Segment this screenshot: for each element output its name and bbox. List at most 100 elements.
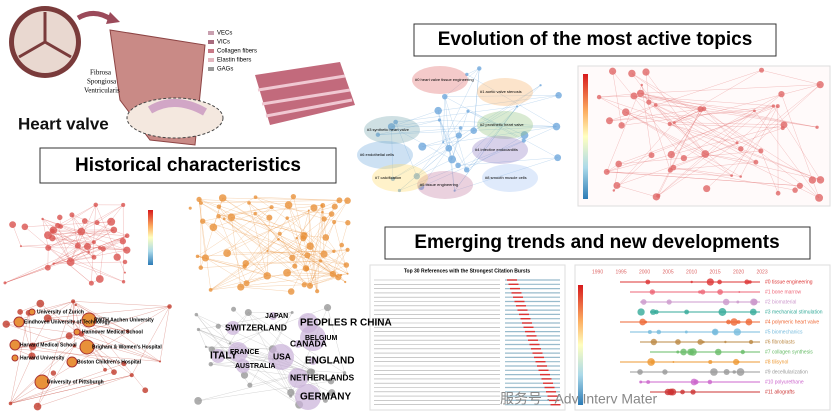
timeline-node: [723, 368, 730, 376]
network-node: [285, 216, 289, 220]
timeline-node: [650, 338, 657, 346]
burst-title: Top 30 References with the Strongest Cit…: [404, 268, 531, 274]
network-link: [72, 301, 75, 346]
timeline-node: [733, 328, 741, 336]
network-node: [771, 104, 776, 108]
network-node: [195, 254, 200, 259]
network-node: [242, 264, 247, 269]
network-link: [320, 260, 348, 274]
network-node: [287, 388, 295, 397]
cluster-label: #8 smooth muscle cells: [485, 175, 527, 180]
network-node: [758, 148, 764, 154]
cluster-blob: [472, 136, 528, 164]
network-node: [66, 258, 75, 266]
network-link: [28, 301, 74, 314]
network-node: [322, 397, 328, 403]
network-link: [20, 245, 49, 249]
network-link: [47, 306, 170, 319]
network-link: [444, 68, 480, 97]
timeline-node: [750, 298, 758, 306]
year-label: 1995: [616, 269, 627, 275]
country-node: [269, 312, 277, 320]
timeline-node: [738, 290, 741, 294]
network-node: [455, 132, 462, 139]
network-node: [775, 104, 780, 109]
network-node: [342, 371, 347, 375]
network-node: [701, 106, 707, 112]
network-link: [53, 231, 82, 264]
network-node: [328, 211, 335, 217]
network-link: [227, 251, 334, 254]
network-link: [32, 318, 48, 347]
heart-valve-illustration: Heart valve: [9, 6, 355, 146]
timeline-node: [639, 380, 643, 384]
network-link: [205, 200, 340, 259]
cluster-blob: [364, 116, 420, 144]
network-node: [301, 282, 307, 288]
network-link: [211, 349, 300, 405]
network-link: [606, 84, 642, 172]
network-link: [645, 71, 706, 155]
timeline-node: [698, 290, 702, 294]
network-node: [310, 369, 316, 374]
legend-label: VECs: [217, 31, 232, 37]
network-node: [667, 150, 675, 159]
timeline-node: [649, 289, 656, 295]
timeline-cluster-label: #11 allografts: [765, 389, 795, 395]
network-link: [612, 71, 685, 159]
country-label: AUSTRALIA: [235, 363, 275, 370]
institution-label: University of Pittsburgh: [47, 379, 104, 385]
network-link: [606, 124, 785, 173]
timeline-node: [707, 379, 713, 385]
network-node: [397, 188, 402, 193]
network-node: [636, 89, 645, 97]
network-link: [399, 148, 449, 191]
network-node: [701, 150, 710, 158]
network-node: [642, 68, 650, 76]
network-link: [454, 157, 558, 191]
network-node: [72, 344, 77, 348]
decorations: [2, 66, 825, 411]
network-link: [205, 346, 311, 373]
network-node: [77, 227, 86, 236]
network-node: [613, 182, 621, 189]
network-link: [69, 306, 170, 337]
network-link: [473, 68, 480, 131]
network-node: [200, 218, 206, 224]
timeline-node: [736, 368, 745, 376]
network-node: [735, 141, 739, 145]
network-link: [308, 210, 311, 247]
cluster-label: #1 aortic valve stenosis: [480, 89, 522, 94]
country-node: [288, 368, 308, 388]
network-link: [42, 218, 95, 258]
network-link: [395, 122, 417, 177]
network-node: [231, 306, 237, 312]
network-node: [121, 280, 126, 284]
network-link: [210, 273, 348, 291]
year-label: 1990: [592, 269, 603, 275]
timeline-node: [637, 308, 645, 316]
network-node: [277, 231, 282, 236]
network-link: [454, 106, 518, 191]
network-link: [53, 235, 128, 264]
network-link: [71, 214, 95, 258]
network-link: [416, 159, 453, 177]
network-node: [218, 194, 227, 202]
network-node: [453, 189, 456, 192]
network-link: [773, 105, 821, 180]
network-link: [32, 346, 124, 364]
network-node: [345, 220, 351, 226]
network-node: [19, 245, 22, 248]
timeline-node: [684, 330, 688, 334]
network-link: [40, 303, 132, 376]
network-link: [6, 323, 125, 364]
country-label: PEOPLES R CHINA: [300, 318, 392, 329]
network-node: [808, 176, 817, 184]
network-link: [332, 249, 348, 275]
network-node: [103, 367, 107, 372]
network-node: [306, 242, 314, 250]
timeline-node: [730, 318, 738, 326]
network-node: [753, 109, 756, 113]
network-link: [332, 222, 349, 275]
timeline-node: [737, 360, 740, 364]
